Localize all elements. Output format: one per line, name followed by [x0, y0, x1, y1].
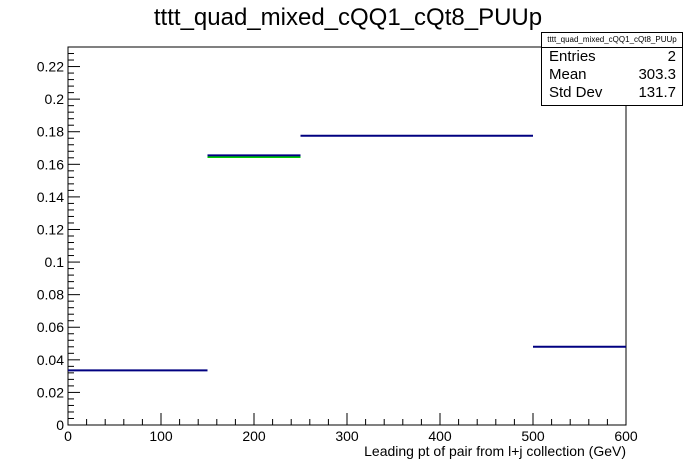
stats-box: tttt_quad_mixed_cQQ1_cQt8_PUUp Entries 2…: [541, 32, 683, 106]
chart-title: tttt_quad_mixed_cQQ1_cQt8_PUUp: [153, 4, 543, 31]
y-tick-label: 0.1: [45, 254, 65, 270]
x-tick-label: 100: [149, 428, 173, 444]
y-tick-label: 0.14: [37, 189, 64, 205]
x-tick-label: 400: [428, 428, 452, 444]
y-tick-label: 0.08: [37, 287, 64, 303]
x-tick-label: 0: [64, 428, 72, 444]
y-tick-label: 0.2: [45, 91, 65, 107]
stats-entries-row: Entries 2: [542, 48, 682, 66]
x-tick-label: 200: [242, 428, 266, 444]
x-axis-label: Leading pt of pair from l+j collection (…: [364, 443, 626, 459]
y-tick-label: 0.06: [37, 319, 64, 335]
stats-entries-label: Entries: [549, 48, 596, 65]
y-tick-label: 0.12: [37, 221, 64, 237]
stats-stddev-label: Std Dev: [549, 84, 603, 101]
stats-box-title: tttt_quad_mixed_cQQ1_cQt8_PUUp: [542, 33, 682, 48]
y-tick-label: 0.02: [37, 384, 64, 400]
y-tick-label: 0: [56, 417, 64, 433]
stats-mean-label: Mean: [549, 66, 587, 83]
y-tick-label: 0.16: [37, 156, 64, 172]
y-tick-label: 0.04: [37, 352, 64, 368]
stats-mean-row: Mean 303.3: [542, 66, 682, 84]
y-tick-label: 0.18: [37, 124, 64, 140]
x-tick-label: 300: [335, 428, 359, 444]
x-tick-label: 600: [614, 428, 638, 444]
y-tick-label: 0.22: [37, 59, 64, 75]
x-tick-label: 500: [521, 428, 545, 444]
stats-mean-value: 303.3: [638, 66, 676, 83]
stats-stddev-value: 131.7: [638, 84, 676, 101]
stats-entries-value: 2: [667, 48, 676, 65]
stats-stddev-row: Std Dev 131.7: [542, 84, 682, 102]
